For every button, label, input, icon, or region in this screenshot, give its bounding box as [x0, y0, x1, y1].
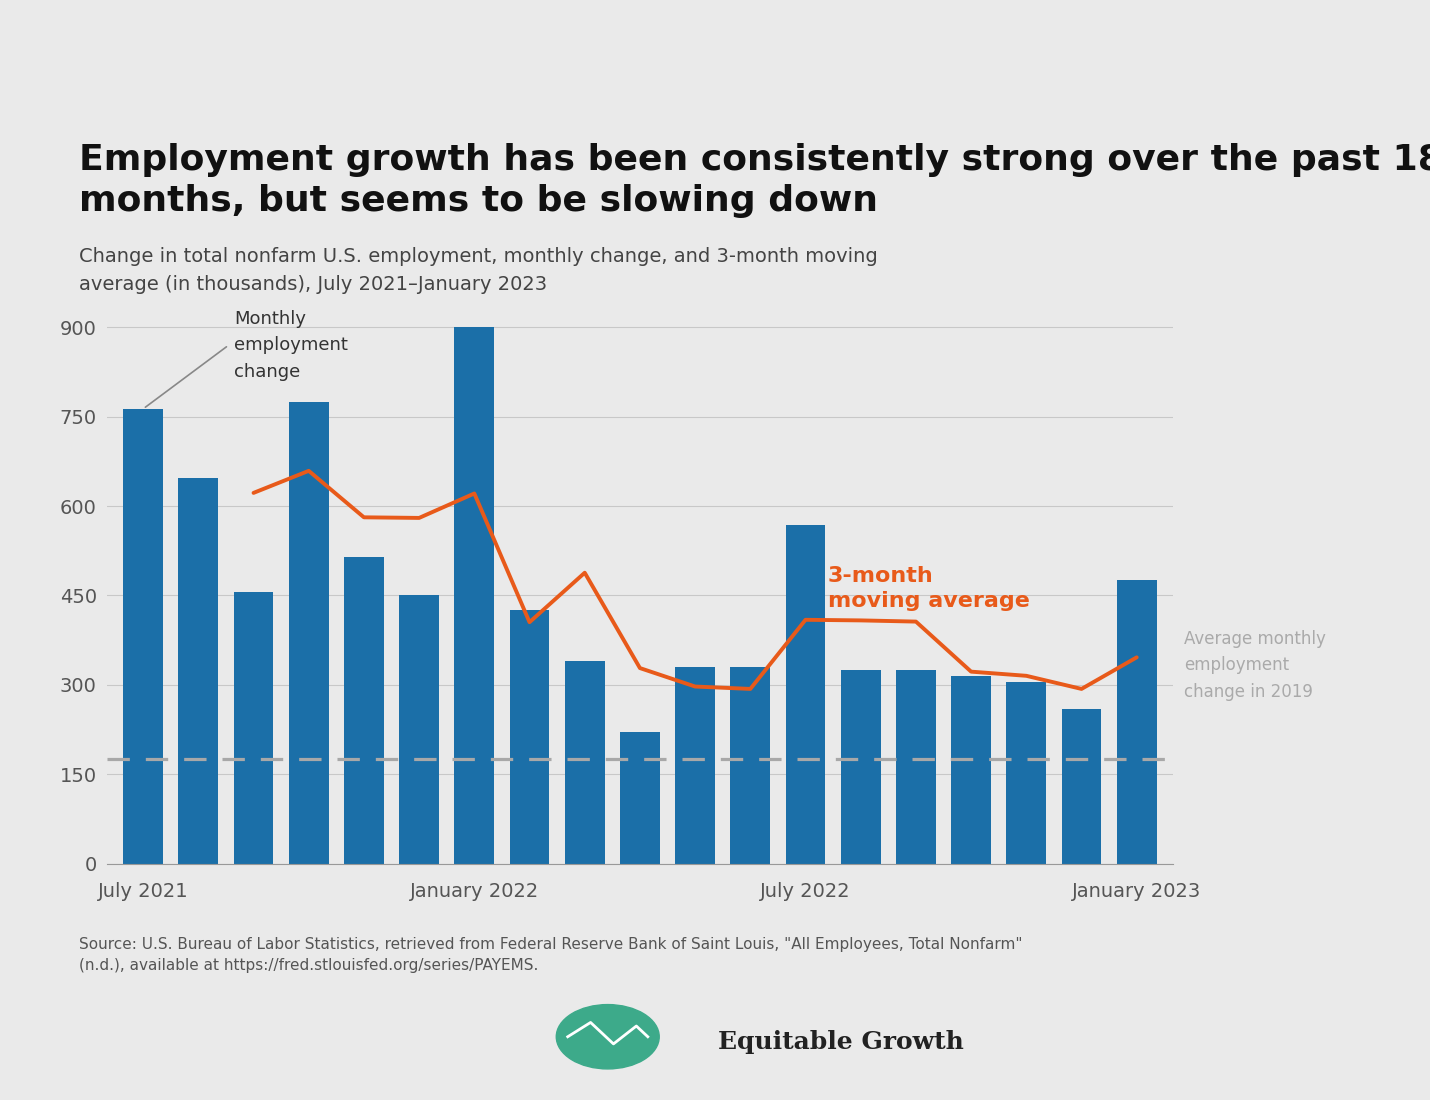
Bar — [731, 667, 771, 864]
Bar — [455, 328, 495, 864]
Bar — [123, 409, 163, 864]
Bar — [179, 478, 219, 864]
Bar — [345, 558, 383, 864]
Text: Change in total nonfarm U.S. employment, monthly change, and 3-month moving
aver: Change in total nonfarm U.S. employment,… — [79, 248, 878, 294]
Bar — [289, 402, 329, 864]
Bar — [1061, 708, 1101, 864]
Text: Source: U.S. Bureau of Labor Statistics, retrieved from Federal Reserve Bank of : Source: U.S. Bureau of Labor Statistics,… — [79, 937, 1022, 974]
Bar — [621, 733, 659, 864]
Bar — [1007, 682, 1047, 864]
Bar — [951, 675, 991, 864]
Bar — [233, 593, 273, 864]
Text: Equitable Growth: Equitable Growth — [718, 1030, 964, 1054]
Text: Employment growth has been consistently strong over the past 18
months, but seem: Employment growth has been consistently … — [79, 143, 1430, 218]
Bar — [509, 610, 549, 864]
Bar — [785, 525, 825, 864]
Bar — [399, 595, 439, 864]
Bar — [675, 667, 715, 864]
Ellipse shape — [556, 1004, 659, 1069]
Bar — [1117, 581, 1157, 864]
Bar — [565, 661, 605, 864]
Text: 3-month
moving average: 3-month moving average — [828, 565, 1030, 612]
Bar — [897, 670, 935, 864]
Text: Monthly
employment
change: Monthly employment change — [235, 310, 347, 381]
Text: Average monthly
employment
change in 2019: Average monthly employment change in 201… — [1184, 630, 1326, 701]
Bar — [841, 670, 881, 864]
